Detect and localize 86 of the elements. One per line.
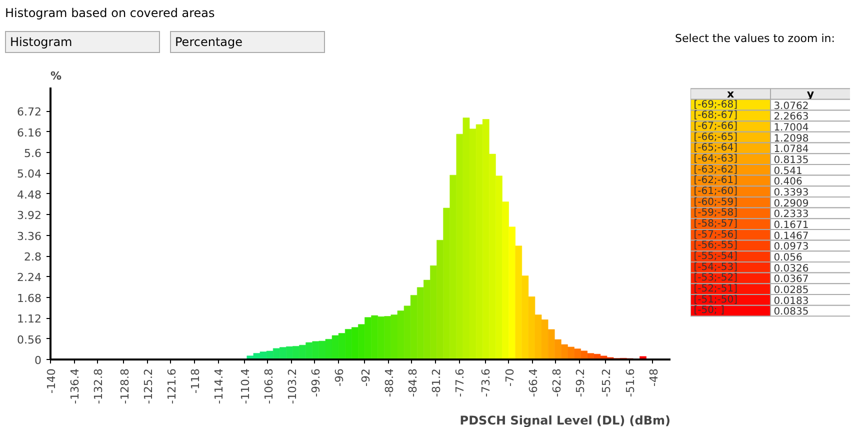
text: [-66;-65] (694, 132, 738, 143)
text: Histogram (10, 34, 72, 51)
x-axis-title: PDSCH Signal Level (DL) (dBm) (460, 414, 670, 427)
x-tick-label: -128.8 (118, 368, 132, 404)
text: 0.0835 (774, 306, 809, 318)
text: 0.0367 (774, 274, 809, 286)
y-tick-label: 1.12 (17, 312, 42, 326)
text: 0.0285 (774, 285, 809, 296)
x-tick-label: -62.8 (550, 368, 564, 397)
y-tick-label: 4.48 (17, 188, 42, 202)
y-tick-label: 5.04 (17, 168, 42, 181)
y-tick-label: 1.68 (17, 292, 42, 305)
text: [-59;-58] (694, 208, 738, 219)
text: 0.406 (774, 176, 802, 188)
x-tick-label: -114.4 (212, 368, 226, 404)
y-tick-label: 3.92 (17, 209, 42, 222)
text: x (726, 88, 734, 100)
text: [-57;-56] (694, 229, 738, 240)
x-tick-label: -51.6 (624, 368, 637, 397)
y-tick-label: 5.6 (24, 147, 42, 160)
x-tick-label: -92 (359, 368, 372, 386)
chart-title: Histogram based on covered areas (5, 5, 215, 22)
x-tick-label: -136.4 (68, 368, 82, 404)
text: 3.0762 (774, 100, 809, 112)
text: [-63;-62] (694, 164, 738, 176)
y-tick-label: 3.36 (17, 230, 42, 243)
text: 1.2098 (774, 133, 809, 144)
text: [-58;-57] (694, 218, 738, 230)
text: 0.2909 (774, 198, 809, 210)
text: [-56;-55] (694, 240, 738, 252)
text: 0.541 (774, 166, 802, 177)
x-tick-label: -121.6 (165, 368, 178, 404)
x-tick-label: -118 (189, 368, 202, 394)
text: [-61;-60] (694, 186, 738, 198)
text: 1.7004 (774, 122, 809, 134)
x-tick-label: -140 (45, 368, 58, 394)
text: Select the values to zoom in: (675, 31, 835, 47)
text: 2.2663 (774, 112, 809, 123)
x-tick-label: -132.8 (92, 368, 106, 404)
text: 0.2333 (774, 209, 809, 220)
text: 0.0183 (774, 296, 809, 307)
text: 1.0784 (774, 144, 809, 156)
text: [-68;-67] (694, 110, 738, 122)
text: 0.056 (774, 252, 802, 264)
y-tick-label: 6.72 (17, 106, 42, 119)
x-tick-label: -73.6 (480, 368, 493, 397)
text: [-54;-53] (694, 262, 738, 273)
x-tick-label: -66.4 (526, 368, 540, 397)
text: [-51;-50] (694, 294, 738, 306)
text: [-69;-68] (694, 99, 738, 110)
x-tick-label: -55.2 (600, 368, 614, 397)
x-tick-label: -59.2 (574, 368, 587, 397)
text: 0.1467 (774, 230, 809, 242)
text: 0.3393 (774, 188, 809, 199)
text: 0.1671 (774, 220, 809, 232)
x-tick-label: -125.2 (142, 368, 155, 404)
text: [-50; ] (694, 305, 724, 316)
y-tick-label: 0.56 (17, 333, 42, 346)
text: [-55;-54] (694, 251, 738, 262)
x-tick-label: -103.2 (286, 368, 299, 404)
x-tick-label: -106.8 (262, 368, 276, 404)
x-tick-label: -88.4 (382, 368, 396, 397)
y-tick-label: 2.24 (17, 271, 42, 284)
y-tick-label: 2.8 (24, 250, 42, 264)
x-tick-label: -110.4 (238, 368, 252, 404)
y-tick-label: 6.16 (17, 126, 42, 140)
text: 0.0326 (774, 263, 809, 274)
y-tick-label: 0 (34, 354, 42, 367)
text: 0.0973 (774, 242, 809, 253)
x-tick-label: -81.2 (430, 368, 443, 397)
text: [-53;-52] (694, 272, 738, 284)
text: 0.8135 (774, 155, 809, 166)
text: Percentage (175, 34, 243, 51)
text: [-67;-66] (694, 121, 738, 132)
x-tick-label: -99.6 (310, 368, 322, 397)
text: [-52;-51] (694, 284, 738, 295)
x-tick-label: -84.8 (406, 368, 420, 397)
text: [-64;-63] (694, 154, 738, 165)
x-tick-label: -96 (333, 368, 346, 386)
text: [-62;-61] (694, 175, 738, 186)
x-tick-label: -70 (503, 368, 516, 386)
text: [-60;-59] (694, 196, 738, 208)
x-tick-label: -77.6 (454, 368, 467, 397)
y-axis-title: % (50, 70, 62, 82)
x-tick-label: -48 (647, 368, 660, 386)
text: [-65;-64] (694, 142, 738, 154)
